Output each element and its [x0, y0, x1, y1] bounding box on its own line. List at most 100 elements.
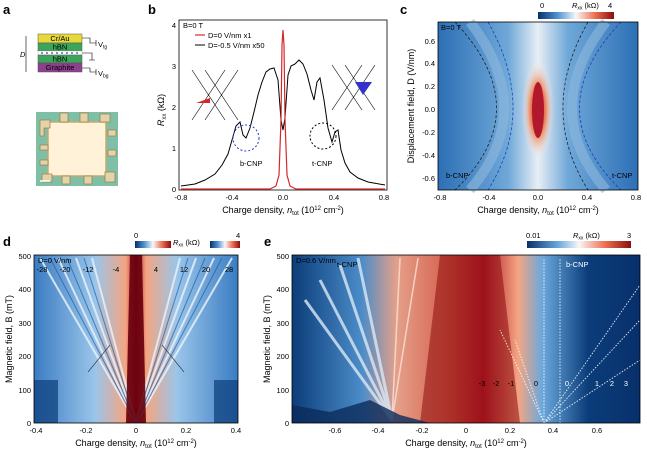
panel-d-colorbar: 0 4 Rxx (kΩ): [134, 231, 240, 249]
d-fill-6: 20: [202, 265, 210, 274]
e-fill-2: -1: [508, 379, 515, 388]
b-xtick-1: -0.4: [226, 193, 239, 202]
band-inset-right: [331, 64, 376, 111]
d-ytick-3: 200: [18, 352, 31, 361]
legend-red: D=0 V/nm x1: [208, 31, 252, 40]
d-xtick-0: -0.4: [30, 426, 43, 435]
d-fill-7: 28: [225, 265, 233, 274]
t-cnp-circle: [309, 122, 337, 150]
d-ytick-5: 0: [27, 419, 31, 428]
device-stack: Cr/Au hBN hBN Graphite D Vtg Vbg: [20, 33, 109, 80]
c-ytick-1: 0.4: [425, 59, 435, 68]
c-ytick-3: 0.0: [425, 105, 435, 114]
e-xtick-3: 0: [464, 426, 468, 435]
c-xtick-1: -0.4: [483, 193, 496, 202]
b-xtick-4: 0.8: [379, 193, 389, 202]
c-cbar-label: Rxx (kΩ): [572, 1, 599, 12]
e-annot-tcnp: t-CNP: [337, 260, 357, 269]
e-ytick-5: 0: [285, 419, 289, 428]
c-xtick-4: 0.8: [631, 193, 641, 202]
e-xlabel: Charge density, ntot (1012 cm-2): [405, 438, 527, 450]
b-annot-bcnp: b-CNP: [240, 159, 263, 168]
band-inset-left: [191, 69, 239, 121]
b-cnp-circle: [232, 124, 260, 152]
d-cbar-label: Rxx (kΩ): [173, 238, 200, 249]
device-micrograph: [36, 112, 118, 186]
panel-c-colorbar: 0 4 Rxx (kΩ): [538, 1, 614, 19]
c-xtick-3: 0.4: [582, 193, 592, 202]
panel-b-letter: b: [148, 2, 156, 17]
c-cbar-min: 0: [540, 1, 544, 10]
panel-c-letter: c: [400, 2, 407, 17]
stack-label-hbn-bottom: hBN: [53, 55, 68, 64]
e-xtick-2: -0.2: [416, 426, 429, 435]
c-ytick-5: -0.4: [422, 151, 435, 160]
e-xtick-6: 0.6: [592, 426, 602, 435]
panel-d-letter: d: [3, 234, 11, 249]
e-ytick-1: 400: [276, 285, 289, 294]
c-annot-bcnp: b-CNP: [446, 171, 469, 180]
panel-d-field: D=0 V/nm: [38, 256, 72, 265]
d-fill-2: -12: [83, 265, 94, 274]
panel-b-plot: B=0 T D=0 V/nm x1 D=-0.5 V/nm x50 0 1 2 …: [156, 19, 389, 217]
e-annot-bcnp: b-CNP: [566, 260, 589, 269]
b-xlabel: Charge density, ntot (1012 cm-2): [222, 205, 344, 217]
e-cbar-label: Rxx (kΩ): [573, 231, 600, 242]
stack-label-graphite: Graphite: [46, 63, 75, 72]
d-xtick-2: 0: [134, 426, 138, 435]
panel-e-colorbar: 0.01 3 Rxx (kΩ): [526, 231, 631, 248]
panel-c-plot: B=0 T b-CNP t-CNP 0.6 0.4 0.2 0.0 -0.2 -…: [406, 18, 641, 217]
stack-label-crau: Cr/Au: [50, 34, 69, 43]
b-ytick-4: 4: [172, 21, 176, 30]
d-ytick-2: 300: [18, 319, 31, 328]
e-xtick-4: 0.2: [505, 426, 515, 435]
e-ytick-3: 200: [276, 352, 289, 361]
b-annot-tcnp: t-CNP: [312, 159, 332, 168]
c-xtick-2: 0.0: [533, 193, 543, 202]
panel-e-plot: D=0.6 V/nm t-CNP b-CNP -3 -2 -1 0 0 1 2 …: [262, 252, 641, 450]
b-xtick-0: -0.8: [175, 193, 188, 202]
c-annot-tcnp: t-CNP: [612, 171, 632, 180]
panel-e-letter: e: [264, 234, 271, 249]
d-fill-5: 12: [180, 265, 188, 274]
c-xlabel: Charge density, ntot (1012 cm-2): [477, 205, 599, 217]
panel-c-field: B=0 T: [441, 23, 462, 32]
d-cbar-min: 0: [134, 231, 138, 240]
panel-b-field: B=0 T: [183, 21, 204, 30]
d-cbar-max: 4: [236, 231, 240, 240]
d-xtick-3: 0.2: [181, 426, 191, 435]
d-label: D: [20, 50, 26, 59]
d-ylabel: Magnetic field, B (mT): [4, 295, 14, 383]
c-ylabel: Displacement field, D (V/nm): [406, 49, 416, 164]
c-ytick-2: 0.2: [425, 82, 435, 91]
b-ytick-0: 0: [172, 185, 176, 194]
e-ytick-2: 300: [276, 319, 289, 328]
e-ytick-4: 100: [276, 386, 289, 395]
panel-a-letter: a: [3, 2, 11, 17]
e-ytick-0: 500: [276, 252, 289, 261]
d-ytick-4: 100: [18, 386, 31, 395]
graphite-layer: [37, 62, 83, 73]
d-ytick-0: 500: [18, 252, 31, 261]
stack-label-hbn-top: hBN: [53, 43, 68, 52]
d-ytick-1: 400: [18, 285, 31, 294]
panel-d-plot: D=0 V/nm -28 -20 -12 -4 4 12 20 28 500 4…: [4, 252, 241, 450]
series-d-0: [181, 29, 385, 190]
e-fill-1: -2: [493, 379, 500, 388]
c-cbar-max: 4: [608, 1, 612, 10]
b-ytick-1: 1: [172, 144, 176, 153]
d-fill-1: -20: [60, 265, 71, 274]
b-ylabel: Rxx (kΩ): [156, 94, 168, 126]
e-xtick-0: -0.6: [329, 426, 342, 435]
d-xtick-4: 0.4: [231, 426, 241, 435]
e-fill-3: 0: [534, 379, 538, 388]
c-ytick-6: -0.6: [422, 174, 435, 183]
d-xlabel: Charge density, ntot (1012 cm-2): [75, 438, 197, 450]
d-fill-0: -28: [37, 265, 48, 274]
e-xtick-1: -0.4: [372, 426, 385, 435]
b-xtick-2: 0.0: [278, 193, 288, 202]
d-fill-4: 4: [154, 265, 158, 274]
e-fill-5: 1: [595, 379, 599, 388]
vbg-label: Vbg: [98, 69, 109, 80]
e-ylabel: Magnetic field, B (mT): [262, 295, 272, 383]
